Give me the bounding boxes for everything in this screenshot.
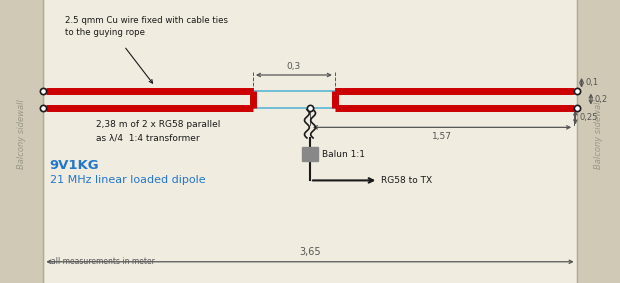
Bar (577, 0, 620, 283)
Text: 3,65: 3,65 (299, 247, 321, 257)
Text: 0,2: 0,2 (595, 95, 608, 104)
Text: all measurements in meter: all measurements in meter (51, 257, 155, 266)
Text: 21 MHz linear loaded dipole: 21 MHz linear loaded dipole (50, 175, 205, 185)
Text: Balun 1:1: Balun 1:1 (322, 150, 365, 159)
Text: 9V1KG: 9V1KG (50, 159, 99, 172)
Text: to the guying rope: to the guying rope (65, 28, 145, 37)
Text: 2.5 qmm Cu wire fixed with cable ties: 2.5 qmm Cu wire fixed with cable ties (65, 16, 228, 25)
Text: Balcony sidewall: Balcony sidewall (17, 100, 26, 169)
Text: 0,25: 0,25 (579, 113, 598, 122)
Text: 0,1: 0,1 (585, 78, 598, 87)
Text: Balcony sidewall: Balcony sidewall (594, 100, 603, 169)
Text: 1,57: 1,57 (432, 132, 452, 141)
Text: as λ/4  1:4 transformer: as λ/4 1:4 transformer (96, 133, 200, 142)
Text: 0,3: 0,3 (287, 62, 301, 71)
Bar (303, 147, 317, 161)
Text: RG58 to TX: RG58 to TX (381, 176, 432, 185)
Text: 2,38 m of 2 x RG58 parallel: 2,38 m of 2 x RG58 parallel (96, 120, 221, 129)
Bar (0, 0, 43, 283)
